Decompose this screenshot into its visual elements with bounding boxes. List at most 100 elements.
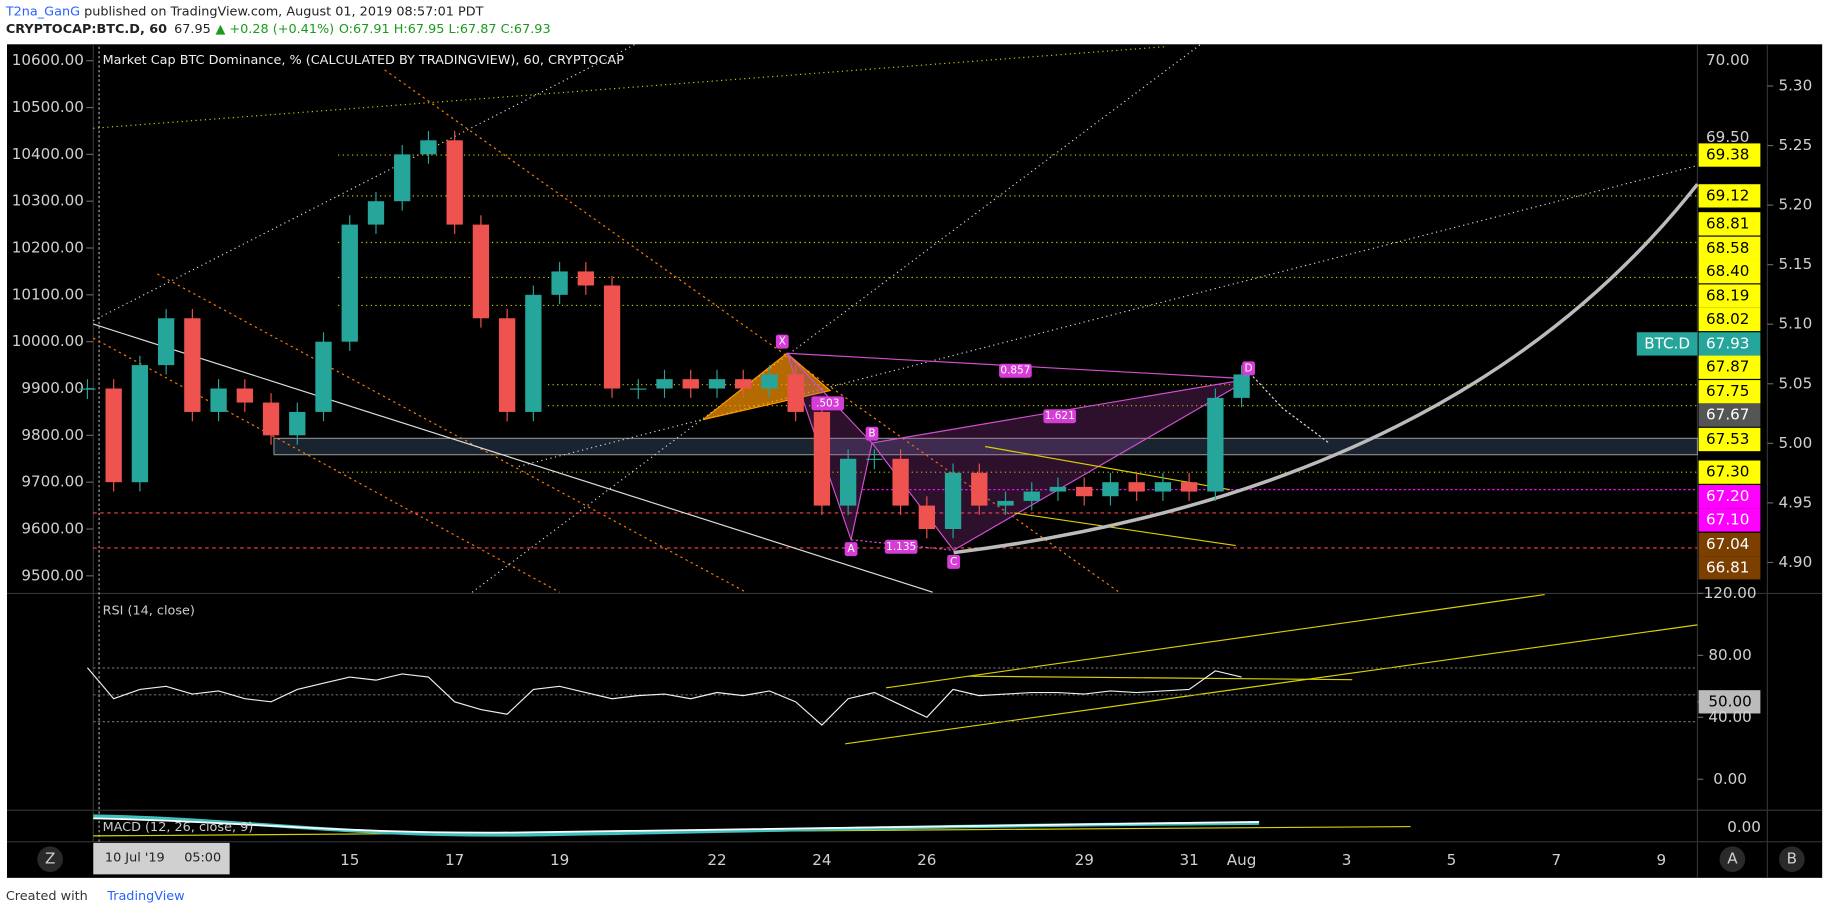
- y-tick-label: 10100.00: [12, 285, 84, 303]
- button[interactable]: [1779, 846, 1805, 873]
- candle: [262, 402, 280, 436]
- pattern-label: X: [779, 336, 786, 348]
- change: ▲ +0.28 (+0.41%): [215, 22, 334, 37]
- button-label[interactable]: Z: [45, 850, 55, 868]
- candle: [971, 472, 988, 506]
- candle: [184, 318, 201, 412]
- level-label: 67.67: [1706, 406, 1749, 424]
- time-label: 31: [1179, 851, 1198, 869]
- candle: [1233, 374, 1250, 398]
- candle: [1128, 482, 1145, 492]
- candle: [472, 224, 490, 319]
- symbol: CRYPTOCAP:BTC.D, 60: [6, 22, 167, 37]
- button[interactable]: [1719, 846, 1746, 873]
- time-label: 9: [1656, 851, 1666, 869]
- y-tick-label: 10200.00: [12, 239, 84, 257]
- level-box: [1698, 143, 1761, 167]
- level-box: [1698, 236, 1761, 260]
- candle: [603, 285, 621, 389]
- y-tick-label: 9800.00: [21, 426, 84, 444]
- author[interactable]: T2na_GanG: [5, 4, 80, 19]
- symbol-tag-box: [1636, 332, 1698, 356]
- y-tick-label: 9500.00: [21, 566, 84, 584]
- y-tick-label: 9900.00: [21, 379, 84, 397]
- level-label: 69.12: [1706, 186, 1749, 204]
- candle: [79, 388, 96, 390]
- rsi-level-box: [1698, 690, 1761, 714]
- pattern-label: 1.621: [1045, 410, 1075, 422]
- candle: [918, 505, 935, 530]
- generated: 10600.00 10500.00 10400.00 10300.00 10200.00…: [12, 51, 1812, 873]
- y2-tick-label: 4.95: [1778, 493, 1812, 511]
- y-tick-label: 9700.00: [21, 473, 84, 491]
- chart-area: [6, 44, 1823, 878]
- candle: [1102, 482, 1119, 497]
- candle: [236, 388, 253, 403]
- pattern-label: 0.857: [1000, 365, 1030, 377]
- ohlc: O:67.91 H:67.95 L:67.87 C:67.93: [339, 22, 551, 37]
- y-tick-label: 10500.00: [12, 98, 84, 116]
- candle: [735, 379, 752, 389]
- level-label: 66.81: [1706, 558, 1749, 576]
- level-label: 67.93: [1706, 334, 1749, 352]
- level-label: 67.10: [1706, 510, 1749, 528]
- y-tick-label: 10400.00: [12, 145, 84, 163]
- candle: [289, 411, 306, 436]
- pattern-label-box: [865, 426, 879, 441]
- y2-tick-label: 5.20: [1778, 196, 1812, 214]
- rsi-tick-label: 50.00: [1708, 692, 1751, 710]
- rsi-line: [86, 667, 1242, 726]
- rsi-tick-label: 40.00: [1708, 708, 1751, 726]
- button-label[interactable]: B: [1787, 850, 1797, 868]
- level-box: [1698, 484, 1761, 509]
- level-box: [1698, 332, 1761, 356]
- published: published on TradingView.com, August 01,…: [80, 4, 484, 19]
- level-label: 67.87: [1706, 358, 1749, 376]
- pattern-label: D: [1245, 362, 1253, 374]
- candle: [498, 318, 516, 412]
- candle: [551, 271, 568, 295]
- level-label: 67.04: [1706, 535, 1749, 553]
- pattern-label-box: [1043, 409, 1077, 424]
- time-label: 26: [917, 851, 936, 869]
- time-label: 19: [550, 851, 569, 869]
- level-label: 67.30: [1706, 463, 1749, 481]
- candle: [682, 379, 699, 389]
- pattern-label-box: [775, 334, 789, 349]
- candle: [708, 379, 726, 389]
- level-box: [1698, 284, 1761, 308]
- pattern-label-box: [811, 396, 845, 411]
- y2-tick-label: 5.05: [1778, 374, 1812, 392]
- candle: [525, 294, 542, 412]
- level-box: [1698, 403, 1761, 427]
- time-first-hour: 05:00: [184, 851, 221, 866]
- symbol-tag: BTC.D: [1644, 334, 1690, 352]
- button[interactable]: [37, 846, 63, 873]
- level-label: 67.53: [1706, 430, 1749, 448]
- pane-title: Market Cap BTC Dominance, % (CALCULATED …: [103, 53, 625, 68]
- pattern-label-box: [884, 539, 918, 554]
- pattern-label: B: [868, 428, 875, 440]
- button-label[interactable]: A: [1727, 850, 1738, 868]
- candle: [157, 318, 175, 366]
- footer-created: Created with: [6, 889, 88, 904]
- y-tick-label: 10600.00: [12, 51, 84, 69]
- candle: [446, 140, 463, 225]
- level-label: 68.40: [1706, 262, 1749, 280]
- level-label: 70.00: [1706, 51, 1749, 69]
- candle: [210, 388, 227, 412]
- y2-tick-label: 4.90: [1778, 553, 1812, 571]
- level-label: 68.81: [1706, 214, 1749, 232]
- rsi-tick-label: 120.00: [1704, 584, 1757, 602]
- level-label: 68.02: [1706, 310, 1749, 328]
- pattern-label: 1.135: [886, 541, 916, 553]
- macd-title: MACD (12, 26, close, 9): [103, 820, 254, 835]
- candle: [944, 472, 962, 530]
- candle: [1154, 482, 1172, 492]
- footer-brand[interactable]: TradingView: [106, 889, 184, 904]
- level-label: 67.20: [1706, 487, 1749, 505]
- time-label: 15: [340, 851, 359, 869]
- level-box: [1698, 355, 1761, 379]
